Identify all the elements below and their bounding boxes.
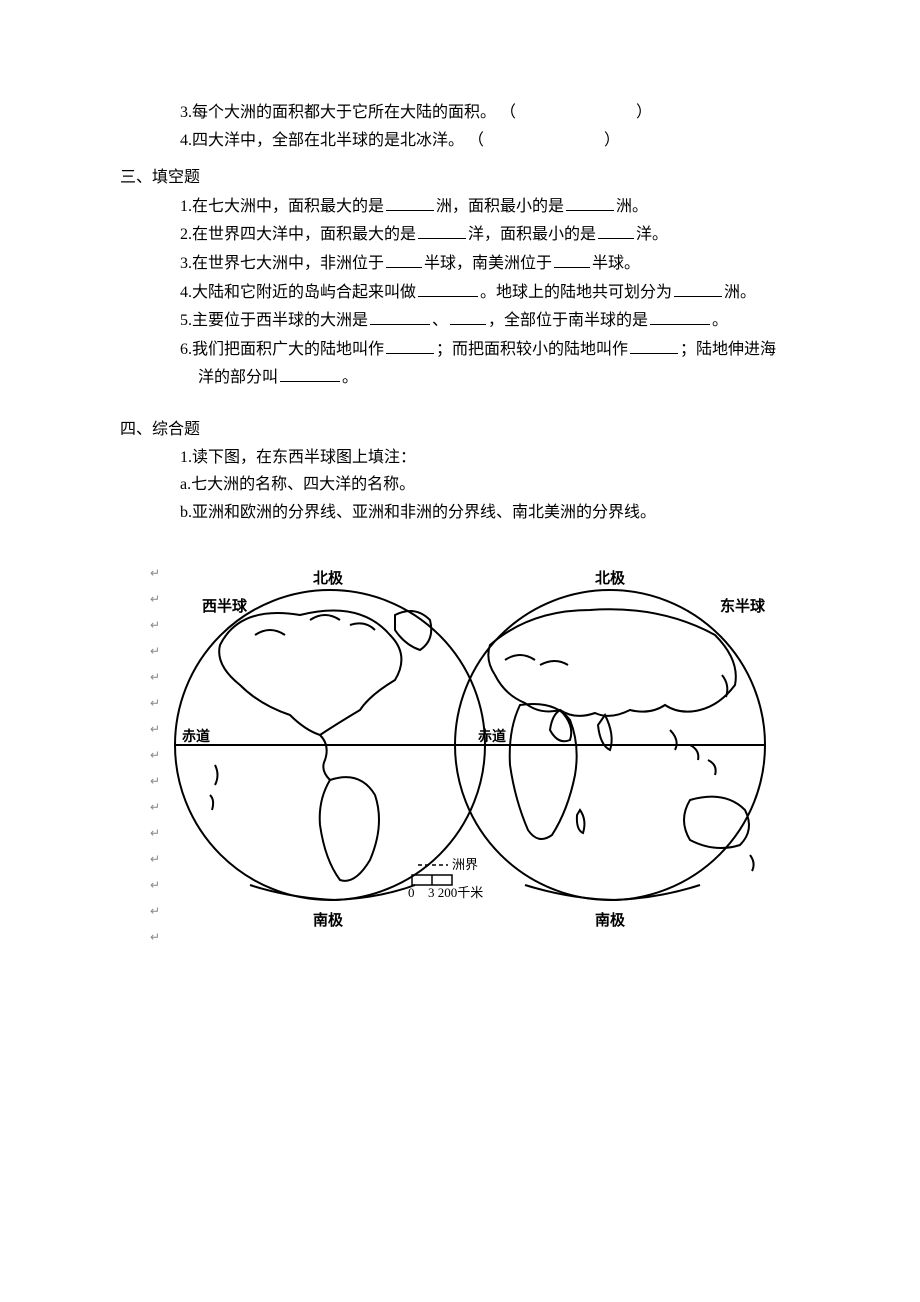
blank[interactable] bbox=[418, 221, 466, 239]
s4-qb: b.亚洲和欧洲的分界线、亚洲和非洲的分界线、南北美洲的分界线。 bbox=[120, 500, 800, 526]
blank[interactable] bbox=[450, 307, 486, 325]
fill-q2: 2.在世界四大洋中，面积最大的是洋，面积最小的是洋。 bbox=[120, 221, 800, 248]
fill-q5: 5.主要位于西半球的大洲是、，全部位于南半球的是。 bbox=[120, 307, 800, 334]
blank[interactable] bbox=[566, 193, 614, 211]
judgement-q3: 3.每个大洲的面积都大于它所在大陆的面积。 bbox=[180, 104, 496, 121]
blank[interactable] bbox=[554, 250, 590, 268]
west-landmasses bbox=[210, 611, 431, 901]
blank[interactable] bbox=[674, 279, 722, 297]
west-hemi-label: 西半球 bbox=[202, 597, 248, 615]
south-label-e: 南极 bbox=[595, 911, 626, 929]
fill-q6-line2: 洋的部分叫。 bbox=[120, 364, 800, 391]
blank[interactable] bbox=[630, 336, 678, 354]
north-label-w: 北极 bbox=[313, 569, 344, 587]
paren-close: ） bbox=[636, 104, 652, 121]
blank[interactable] bbox=[280, 364, 340, 382]
svg-text:3 200千米: 3 200千米 bbox=[428, 885, 483, 900]
equator-label-e: 赤道 bbox=[478, 728, 506, 745]
paren-open: （ bbox=[468, 132, 484, 149]
south-label-w: 南极 bbox=[313, 911, 344, 929]
fill-q6-line1: 6.我们把面积广大的陆地叫作；而把面积较小的陆地叫作；陆地伸进海 bbox=[120, 336, 800, 363]
north-label-e: 北极 bbox=[595, 569, 626, 587]
blank[interactable] bbox=[370, 307, 430, 325]
svg-text:0: 0 bbox=[408, 885, 415, 900]
fill-q4: 4.大陆和它附近的岛屿合起来叫做。地球上的陆地共可划分为洲。 bbox=[120, 279, 800, 306]
blank[interactable] bbox=[386, 193, 434, 211]
blank[interactable] bbox=[650, 307, 710, 325]
blank[interactable] bbox=[386, 336, 434, 354]
s4-qa: a.七大洲的名称、四大洋的名称。 bbox=[120, 472, 800, 498]
judgement-q4: 4.四大洋中，全部在北半球的是北冰洋。 bbox=[180, 132, 464, 149]
paren-close: ） bbox=[604, 132, 620, 149]
svg-text:洲界: 洲界 bbox=[452, 857, 478, 872]
blank[interactable] bbox=[418, 279, 478, 297]
hemisphere-map: 北极 北极 南极 南极 西半球 东半球 赤道 赤道 洲界 0 3 200千米 bbox=[160, 565, 800, 935]
fill-q3: 3.在世界七大洲中，非洲位于半球，南美洲位于半球。 bbox=[120, 250, 800, 277]
blank[interactable] bbox=[386, 250, 422, 268]
section4-title: 四、综合题 bbox=[120, 417, 800, 443]
s4-q1: 1.读下图，在东西半球图上填注： bbox=[120, 445, 800, 471]
equator-label-w: 赤道 bbox=[182, 728, 210, 745]
east-landmasses bbox=[488, 610, 753, 901]
blank[interactable] bbox=[598, 221, 634, 239]
east-hemi-label: 东半球 bbox=[720, 597, 766, 615]
paren-open: （ bbox=[500, 104, 516, 121]
map-legend: 洲界 0 3 200千米 bbox=[408, 857, 483, 900]
section3-title: 三、填空题 bbox=[120, 165, 800, 191]
paragraph-marks: ↵↵↵↵↵↵ ↵↵↵↵↵↵ ↵↵↵ bbox=[150, 560, 160, 950]
fill-q1: 1.在七大洲中，面积最大的是洲，面积最小的是洲。 bbox=[120, 193, 800, 220]
